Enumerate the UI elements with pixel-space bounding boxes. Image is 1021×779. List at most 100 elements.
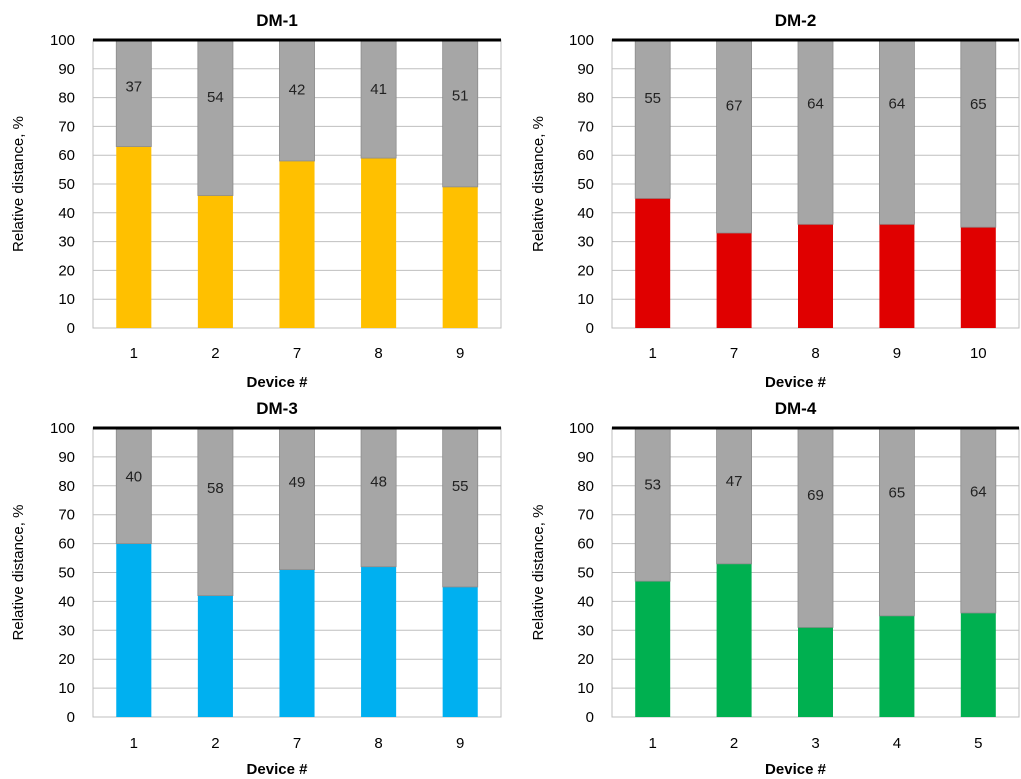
y-tick-label: 0 [586, 320, 594, 337]
x-tick-label: 1 [649, 735, 657, 752]
x-tick-label: 9 [893, 345, 901, 362]
x-tick-label: 10 [970, 345, 987, 362]
bar-segment [442, 586, 478, 717]
bar-segment [716, 39, 753, 234]
x-tick-label: 7 [293, 735, 301, 752]
bar-segment [442, 427, 479, 588]
bar-segment [361, 158, 397, 328]
bar-segment [960, 227, 996, 328]
chart-title: DM-1 [256, 11, 298, 30]
data-label: 37 [125, 78, 142, 95]
x-tick-label: 9 [456, 735, 464, 752]
x-tick-label: 1 [649, 345, 657, 362]
bar-segment [360, 427, 397, 568]
bar-segment [116, 146, 152, 328]
bar-segment [716, 427, 753, 565]
data-label: 64 [889, 96, 906, 113]
chart-title: DM-2 [775, 11, 817, 30]
y-tick-label: 70 [577, 118, 594, 135]
y-tick-label: 50 [58, 176, 75, 193]
data-label: 51 [452, 87, 469, 104]
y-tick-label: 50 [58, 565, 75, 582]
y-tick-label: 90 [577, 449, 594, 466]
data-label: 40 [125, 468, 142, 485]
y-tick-label: 20 [577, 651, 594, 668]
x-axis-label: Device # [247, 761, 309, 778]
chart-title: DM-4 [775, 399, 817, 418]
bar-segment [879, 615, 915, 717]
chart-panel-4: 0 10 20 30 40 50 60 70 80 90 100 53 1 47 2 69 3 65 4 64 5 DM-… [530, 399, 1020, 778]
y-tick-label: 30 [58, 622, 75, 639]
x-tick-label: 2 [211, 345, 219, 362]
y-tick-label: 90 [58, 449, 75, 466]
y-tick-label: 80 [577, 90, 594, 107]
bar-segment [279, 160, 315, 328]
y-tick-label: 30 [577, 234, 594, 251]
bar-segment [797, 39, 834, 225]
y-tick-label: 60 [58, 147, 75, 164]
y-tick-label: 60 [577, 147, 594, 164]
data-label: 69 [807, 487, 824, 504]
bar-segment [878, 427, 915, 617]
x-tick-label: 8 [374, 735, 382, 752]
y-tick-label: 90 [58, 61, 75, 78]
bar-segment [797, 627, 834, 717]
y-tick-label: 10 [58, 680, 75, 697]
y-tick-label: 0 [67, 709, 75, 726]
data-label: 47 [726, 473, 743, 490]
y-tick-label: 60 [58, 536, 75, 553]
data-label: 49 [289, 474, 306, 491]
x-tick-label: 2 [730, 735, 738, 752]
bar-segment [197, 427, 234, 597]
x-tick-label: 2 [211, 735, 219, 752]
x-axis-label: Device # [247, 374, 309, 391]
y-tick-label: 40 [58, 593, 75, 610]
bar-segment [879, 224, 915, 328]
bar-segment [960, 427, 997, 614]
data-label: 55 [644, 90, 661, 107]
y-tick-label: 70 [577, 507, 594, 524]
y-tick-label: 80 [577, 478, 594, 495]
bar-segment [116, 543, 152, 717]
y-tick-label: 20 [58, 651, 75, 668]
y-tick-label: 100 [569, 420, 594, 437]
x-tick-label: 3 [811, 735, 819, 752]
data-label: 64 [807, 96, 824, 113]
y-axis-label: Relative distance, % [10, 116, 27, 252]
bar-segment [115, 427, 152, 544]
data-label: 67 [726, 97, 743, 114]
x-tick-label: 7 [293, 345, 301, 362]
data-label: 58 [207, 480, 224, 497]
x-tick-label: 4 [893, 735, 901, 752]
y-axis-label: Relative distance, % [530, 116, 547, 252]
y-tick-label: 10 [577, 680, 594, 697]
chart-title: DM-3 [256, 399, 298, 418]
bar-segment [279, 427, 315, 571]
x-tick-label: 8 [374, 345, 382, 362]
x-tick-label: 9 [456, 345, 464, 362]
bar-segment [197, 195, 233, 328]
data-label: 53 [644, 477, 661, 494]
bar-segment [279, 39, 315, 162]
data-label: 42 [289, 82, 306, 99]
data-label: 55 [452, 478, 469, 495]
data-label: 41 [370, 81, 387, 98]
y-tick-label: 100 [50, 32, 75, 49]
data-label: 64 [970, 484, 987, 501]
y-tick-label: 100 [50, 420, 75, 437]
y-axis-label: Relative distance, % [10, 505, 27, 641]
bar-segment [635, 198, 671, 328]
data-label: 54 [207, 89, 224, 106]
y-tick-label: 90 [577, 61, 594, 78]
y-tick-label: 70 [58, 118, 75, 135]
y-tick-label: 30 [577, 622, 594, 639]
y-tick-label: 20 [58, 262, 75, 279]
bar-segment [716, 563, 752, 717]
bar-segment [635, 581, 671, 717]
x-tick-label: 1 [130, 735, 138, 752]
x-axis-label: Device # [765, 374, 827, 391]
y-tick-label: 20 [577, 262, 594, 279]
data-label: 48 [370, 474, 387, 491]
y-tick-label: 40 [577, 593, 594, 610]
y-tick-label: 80 [58, 478, 75, 495]
